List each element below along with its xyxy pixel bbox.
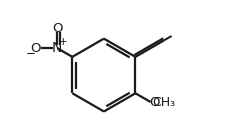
Text: O: O bbox=[31, 42, 41, 55]
Text: O: O bbox=[52, 22, 62, 35]
Text: O: O bbox=[148, 96, 159, 109]
Text: CH₃: CH₃ bbox=[151, 96, 174, 109]
Text: −: − bbox=[26, 47, 36, 60]
Text: +: + bbox=[58, 37, 67, 47]
Text: N: N bbox=[52, 41, 62, 55]
